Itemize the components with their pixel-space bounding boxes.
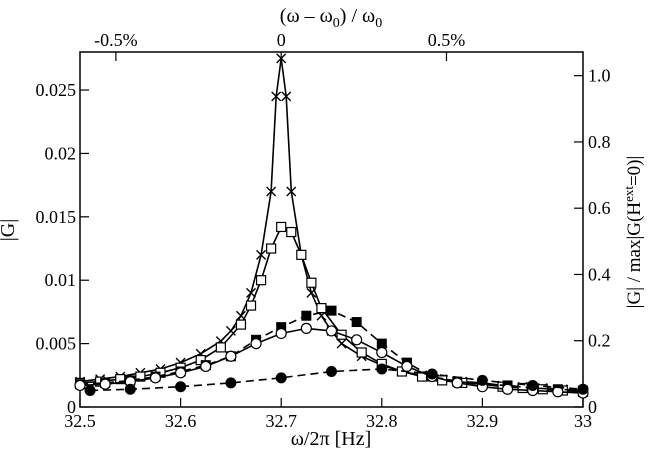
open-circle-marker — [376, 346, 388, 359]
filled-circle-marker — [527, 379, 539, 391]
open-circle-marker — [200, 360, 212, 373]
tick-layer: 32.5 32.6 32.7 32.8 32.9 33 -0.5% 0 0.5% 0 0.005 0.… — [36, 30, 611, 431]
open-square-marker — [296, 249, 307, 260]
series-open-circle — [74, 322, 589, 399]
y-right-tick-label: 1.0 — [588, 66, 611, 86]
x-marker — [336, 338, 347, 349]
open-circle-marker — [401, 360, 413, 373]
filled-circle-marker — [225, 377, 237, 389]
open-square-marker — [286, 226, 297, 238]
open-square-marker — [135, 371, 146, 382]
open-circle-marker — [325, 325, 338, 337]
open-circle-marker — [225, 350, 237, 362]
open-circle-marker — [149, 372, 162, 384]
y-left-tick-label: 0.025 — [36, 80, 77, 100]
open-square-marker — [356, 347, 367, 358]
series-layer — [74, 53, 589, 399]
x-marker-stroke — [235, 310, 246, 321]
filled-square-marker — [301, 310, 312, 321]
filled-circle-marker — [124, 383, 136, 395]
open-square-marker — [245, 300, 257, 311]
y-right-tick-label: 0.8 — [588, 132, 611, 152]
x-marker — [256, 249, 267, 260]
open-square-marker — [316, 303, 327, 314]
x-marker-stroke — [246, 287, 257, 298]
x-tick-label: 32.5 — [64, 411, 96, 431]
x-marker-stroke — [266, 186, 277, 197]
x-marker-stroke — [256, 249, 267, 260]
x-marker-stroke — [271, 91, 282, 102]
filled-square-marker — [326, 305, 337, 316]
y-right-tick-label: 0.6 — [588, 198, 611, 218]
open-circle-marker — [275, 327, 287, 340]
filled-circle-marker — [376, 363, 388, 375]
x-marker-stroke — [286, 186, 297, 197]
x-marker-stroke — [281, 91, 292, 102]
series-filled-circle — [84, 363, 589, 397]
series-line — [90, 368, 584, 392]
y-right-tick-label: 0 — [588, 397, 597, 417]
open-circle-marker — [175, 367, 187, 379]
filled-circle-marker — [476, 374, 488, 386]
y-right-axis-label: |G| / max|G(Hext=0)| — [621, 156, 645, 309]
x-top-tick-label: -0.5% — [94, 30, 138, 50]
x-tick-label: 32.8 — [366, 411, 398, 431]
y-right-tick-label: 0.2 — [588, 331, 611, 351]
open-square-marker — [276, 221, 287, 233]
filled-circle-marker — [577, 383, 589, 395]
x-top-tick-label: 0 — [277, 30, 286, 50]
open-square-marker — [266, 243, 277, 254]
x-axis-label: ω/2π [Hz] — [291, 428, 371, 450]
filled-circle-marker — [84, 385, 96, 397]
y-left-tick-label: 0.01 — [45, 270, 77, 290]
x-marker — [286, 186, 297, 197]
filled-square-marker — [376, 338, 387, 349]
y-left-tick-label: 0 — [67, 397, 76, 417]
open-square-marker — [255, 275, 267, 286]
x-marker — [271, 91, 282, 102]
x-marker — [225, 325, 236, 336]
x-tick-label: 32.7 — [265, 411, 297, 431]
open-circle-marker — [300, 322, 312, 334]
series-line — [79, 58, 584, 392]
x-top-tick-label: 0.5% — [428, 30, 466, 50]
open-circle-marker — [351, 334, 363, 346]
open-circle-marker — [99, 378, 111, 390]
x-top-axis-label: (ω – ω0) / ω0 — [280, 5, 382, 31]
x-tick-label: 33 — [574, 411, 592, 431]
x-marker — [281, 91, 292, 102]
x-marker-stroke — [336, 338, 347, 349]
y-right-tick-label: 0.4 — [588, 264, 611, 284]
filled-square-marker — [351, 317, 362, 328]
y-left-axis-label: |G| — [0, 219, 19, 241]
filled-circle-marker — [275, 372, 287, 384]
x-marker — [266, 186, 277, 197]
open-circle-marker — [74, 379, 86, 392]
filled-circle-marker — [426, 368, 438, 380]
x-marker-stroke — [225, 325, 236, 336]
y-left-tick-label: 0.005 — [36, 334, 77, 354]
filled-circle-marker — [326, 366, 337, 377]
filled-circle-marker — [175, 381, 187, 393]
plot-frame — [79, 51, 584, 408]
open-circle-marker — [250, 338, 262, 350]
y-left-tick-label: 0.015 — [36, 207, 77, 227]
open-square-marker — [115, 374, 126, 385]
x-tick-label: 32.9 — [467, 411, 499, 431]
series-x — [75, 53, 588, 396]
x-tick-label: 32.6 — [165, 411, 197, 431]
open-square-marker — [306, 277, 317, 288]
open-circle-marker — [451, 377, 463, 389]
open-square-marker — [215, 342, 226, 353]
open-square-marker — [235, 319, 247, 330]
y-left-tick-label: 0.02 — [45, 143, 77, 163]
open-circle-marker — [501, 383, 514, 395]
